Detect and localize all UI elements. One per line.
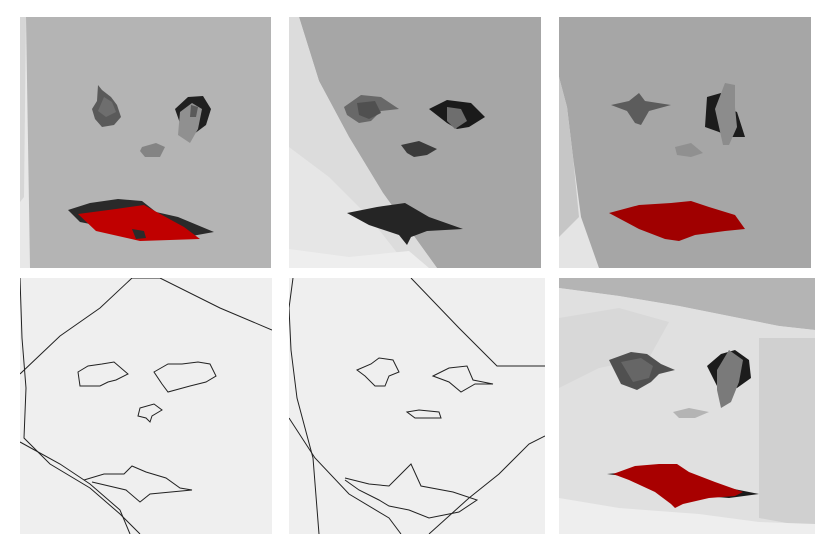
right-eye [707, 350, 751, 408]
right-eye [153, 361, 217, 393]
nose [675, 143, 703, 157]
line-drawing-panel-5 [289, 278, 545, 534]
face-panel-3 [559, 17, 811, 268]
left-eye [356, 357, 400, 387]
line-drawing-panel-4 [20, 278, 272, 534]
mouth [347, 203, 463, 245]
face-outline [289, 417, 402, 534]
left-eye [609, 352, 675, 390]
mouth [68, 199, 214, 241]
nose [401, 141, 437, 157]
face-outline [20, 278, 272, 375]
nose [405, 409, 442, 419]
mouth [83, 465, 193, 503]
nose [673, 408, 709, 418]
nose [140, 143, 165, 157]
left-eye [77, 361, 129, 387]
face-outline [428, 435, 545, 534]
mouth [344, 463, 479, 519]
mouth [609, 201, 745, 241]
right-eye [175, 96, 211, 143]
face-outline [289, 278, 320, 534]
left-eye [344, 95, 399, 123]
face-panel-2 [289, 17, 541, 268]
face-panel-1 [20, 17, 271, 268]
right-eye [429, 100, 485, 129]
face-outline [20, 441, 131, 534]
face-outline [410, 278, 545, 367]
left-eye [92, 85, 121, 127]
left-eye [611, 93, 671, 125]
right-eye [431, 365, 494, 393]
nose [137, 403, 163, 423]
face-panel-6 [559, 278, 815, 534]
face-surface [559, 17, 811, 268]
mouth [607, 464, 759, 508]
right-eye [705, 83, 745, 145]
